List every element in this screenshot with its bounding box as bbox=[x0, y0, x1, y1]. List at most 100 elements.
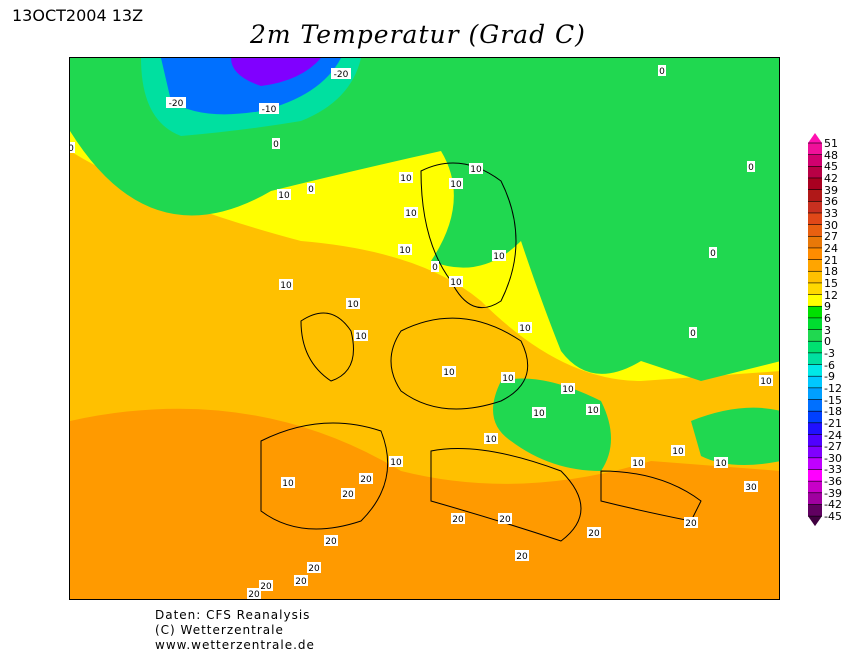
copyright: (C) Wetterzentrale bbox=[155, 623, 284, 637]
colorbar-segment bbox=[808, 387, 822, 401]
contour-label: -20 bbox=[169, 99, 184, 109]
contour-label: 0 bbox=[273, 140, 279, 150]
contour-label: 10 bbox=[533, 409, 545, 419]
legend-label: 30 bbox=[824, 218, 838, 232]
contour-label-bg bbox=[272, 138, 280, 149]
colorbar-segment bbox=[808, 236, 822, 249]
colorbar-segment bbox=[808, 271, 822, 284]
contour-label-bg bbox=[671, 445, 685, 456]
contour-label: 10 bbox=[405, 209, 417, 219]
cold-region bbox=[70, 58, 779, 381]
contour-label-bg bbox=[714, 457, 728, 468]
contour-label: 20 bbox=[325, 537, 337, 547]
colorbar-segment bbox=[808, 446, 822, 459]
legend-label: -36 bbox=[824, 475, 842, 489]
contour-label-bg bbox=[404, 207, 418, 218]
contour-label: 10 bbox=[587, 406, 599, 416]
contour-label-bg bbox=[586, 404, 600, 415]
colorbar-segment bbox=[808, 177, 822, 191]
contour-label: 10 bbox=[502, 374, 514, 384]
colorbar-segment bbox=[808, 282, 822, 296]
contour-label-bg bbox=[346, 298, 360, 309]
data-source: Daten: CFS Reanalysis bbox=[155, 608, 311, 622]
contour-label: 20 bbox=[308, 564, 320, 574]
contour-label-bg bbox=[281, 477, 295, 488]
legend-label: 45 bbox=[824, 160, 838, 174]
colorbar-segment bbox=[808, 411, 822, 424]
legend-label: -30 bbox=[824, 451, 842, 465]
contour-label-bg bbox=[501, 372, 515, 383]
footer-credits: Daten: CFS Reanalysis (C) Wetterzentrale… bbox=[155, 608, 315, 653]
contour-label-bg bbox=[492, 250, 506, 261]
contour-label: 10 bbox=[450, 180, 462, 190]
contour-label: 20 bbox=[452, 515, 464, 525]
legend-label: 18 bbox=[824, 265, 838, 279]
website-link[interactable]: www.wetterzentrale.de bbox=[155, 638, 315, 652]
legend-label: -6 bbox=[824, 358, 835, 372]
contour-label: 20 bbox=[260, 582, 272, 592]
colorbar-segment bbox=[808, 376, 822, 389]
colorbar-segment bbox=[808, 422, 822, 435]
colorbar-segment bbox=[808, 154, 822, 167]
contour-label: 10 bbox=[632, 459, 644, 469]
contour-label-bg bbox=[469, 163, 483, 174]
legend-label: -15 bbox=[824, 393, 842, 407]
legend-label: -42 bbox=[824, 498, 842, 512]
legend-label: -21 bbox=[824, 416, 842, 430]
colorbar-segment bbox=[808, 481, 822, 494]
contour-label-bg bbox=[166, 97, 186, 108]
contour-label-bg bbox=[359, 473, 373, 484]
contour-label-bg bbox=[684, 517, 698, 528]
legend-label: -39 bbox=[824, 486, 842, 500]
contour-label: 0 bbox=[659, 67, 665, 77]
contour-label: 10 bbox=[390, 458, 402, 468]
temperature-map: -20 -20 -10 0 0 10 10 10 10 10 10 10 10 10 0 10 10 10 10 10… bbox=[69, 57, 780, 600]
contour-label: 20 bbox=[360, 475, 372, 485]
contour-label: 10 bbox=[443, 368, 455, 378]
contour-label-bg bbox=[389, 456, 403, 467]
colorbar-segment bbox=[808, 341, 822, 354]
colorbar-segment bbox=[808, 224, 822, 237]
legend-label: 51 bbox=[824, 137, 838, 150]
contour-label: 10 bbox=[519, 324, 531, 334]
contour-label: 10 bbox=[470, 165, 482, 175]
legend-label: 21 bbox=[824, 253, 838, 267]
contour-label: 10 bbox=[280, 281, 292, 291]
colorbar-segment bbox=[808, 189, 822, 202]
contour-label: 30 bbox=[745, 483, 757, 493]
legend-label: -3 bbox=[824, 346, 835, 360]
color-legend: 51 48 45 42 39 36 33 30 27 24 21 18 15 12 9 6 3 0 -3 -6 -9 -1… bbox=[800, 130, 850, 530]
contour-label-bg bbox=[515, 550, 529, 561]
legend-label: -12 bbox=[824, 381, 842, 395]
colorbar-segment bbox=[808, 201, 822, 214]
contour-label-bg bbox=[247, 588, 261, 599]
colorbar bbox=[808, 133, 822, 527]
colorbar-segment bbox=[808, 166, 822, 179]
contour-label: 0 bbox=[308, 185, 314, 195]
legend-label: 9 bbox=[824, 300, 831, 314]
legend-label: 12 bbox=[824, 288, 838, 302]
legend-label: -33 bbox=[824, 463, 842, 477]
contour-label-bg bbox=[431, 261, 439, 272]
map-canvas: -20 -20 -10 0 0 10 10 10 10 10 10 10 10 10 0 10 10 10 10 10… bbox=[70, 58, 779, 599]
legend-label: 15 bbox=[824, 276, 838, 290]
contour-label-bg bbox=[294, 575, 308, 586]
legend-label: 39 bbox=[824, 183, 838, 197]
contour-label-bg bbox=[744, 481, 758, 492]
contour-label: 20 bbox=[342, 490, 354, 500]
contour-label-bg bbox=[307, 562, 321, 573]
legend-label: 36 bbox=[824, 195, 838, 209]
contour-label: 10 bbox=[562, 385, 574, 395]
contour-label-bg bbox=[451, 513, 465, 524]
contour-label: 0 bbox=[432, 263, 438, 273]
contour-label: 10 bbox=[355, 332, 367, 342]
contour-label: 0 bbox=[710, 249, 716, 259]
colorbar-segment bbox=[808, 329, 822, 342]
colorbar-segment bbox=[808, 317, 822, 331]
contour-label: 10 bbox=[493, 252, 505, 262]
contour-label: 10 bbox=[278, 191, 290, 201]
contour-label: 20 bbox=[499, 515, 511, 525]
contour-label-bg bbox=[331, 68, 351, 79]
contour-label-bg bbox=[324, 535, 338, 546]
colorbar-segment bbox=[808, 259, 822, 272]
